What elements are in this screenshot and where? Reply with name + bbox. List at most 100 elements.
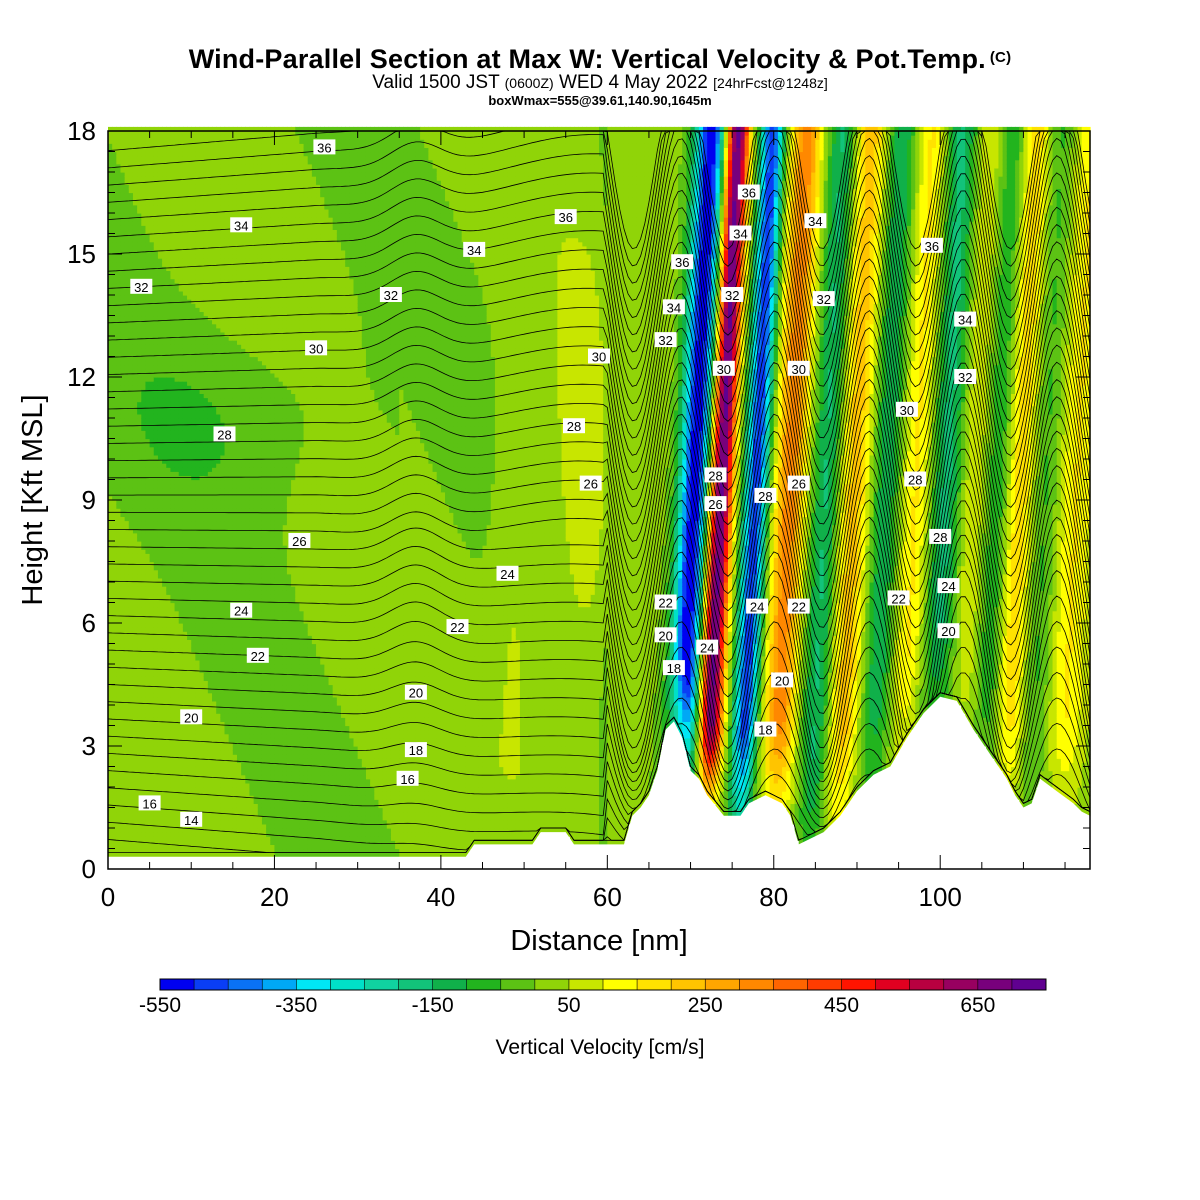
velocity-cell <box>141 188 146 193</box>
velocity-cell <box>120 225 125 230</box>
velocity-cell <box>191 767 196 772</box>
velocity-cell <box>116 193 121 198</box>
velocity-cell <box>204 430 209 435</box>
velocity-cell <box>129 410 134 415</box>
velocity-cell <box>116 545 121 550</box>
velocity-cell <box>141 533 146 538</box>
velocity-cell <box>195 295 200 300</box>
velocity-cell <box>125 808 130 813</box>
velocity-cell <box>158 672 163 677</box>
velocity-cell <box>166 135 171 140</box>
velocity-cell <box>129 357 134 362</box>
velocity-cell <box>137 402 142 407</box>
velocity-cell <box>166 627 171 632</box>
velocity-cell <box>116 430 121 435</box>
velocity-cell <box>187 644 192 649</box>
velocity-cell <box>154 209 159 214</box>
velocity-cell <box>200 205 205 210</box>
velocity-cell <box>141 812 146 817</box>
velocity-cell <box>125 484 130 489</box>
velocity-cell <box>166 422 171 427</box>
velocity-cell <box>137 500 142 505</box>
velocity-cell <box>187 742 192 747</box>
velocity-cell <box>158 361 163 366</box>
velocity-cell <box>154 726 159 731</box>
velocity-cell <box>170 697 175 702</box>
velocity-cell <box>200 676 205 681</box>
velocity-cell <box>187 783 192 788</box>
velocity-cell <box>166 533 171 538</box>
velocity-cell <box>125 184 130 189</box>
velocity-cell <box>195 750 200 755</box>
velocity-cell <box>116 324 121 329</box>
velocity-cell <box>200 471 205 476</box>
velocity-cell <box>179 578 184 583</box>
velocity-cell <box>120 713 125 718</box>
velocity-cell <box>179 758 184 763</box>
velocity-cell <box>141 135 146 140</box>
velocity-cell <box>129 361 134 366</box>
velocity-cell <box>179 443 184 448</box>
velocity-cell <box>145 451 150 456</box>
velocity-cell <box>204 701 209 706</box>
velocity-cell <box>183 209 188 214</box>
velocity-cell <box>145 664 150 669</box>
velocity-cell <box>195 680 200 685</box>
velocity-cell <box>133 767 138 772</box>
velocity-cell <box>179 213 184 218</box>
velocity-cell <box>154 705 159 710</box>
velocity-cell <box>187 283 192 288</box>
velocity-cell <box>162 619 167 624</box>
velocity-cell <box>158 664 163 669</box>
velocity-cell <box>175 410 180 415</box>
velocity-cell <box>112 689 117 694</box>
velocity-cell <box>133 746 138 751</box>
velocity-cell <box>162 586 167 591</box>
velocity-cell <box>166 496 171 501</box>
velocity-cell <box>129 414 134 419</box>
velocity-cell <box>125 574 130 579</box>
velocity-cell <box>200 258 205 263</box>
velocity-cell <box>187 771 192 776</box>
velocity-cell <box>116 398 121 403</box>
velocity-cell <box>195 771 200 776</box>
velocity-cell <box>175 299 180 304</box>
velocity-cell <box>150 484 155 489</box>
velocity-cell <box>200 389 205 394</box>
velocity-cell <box>200 455 205 460</box>
velocity-cell <box>195 627 200 632</box>
velocity-cell <box>116 307 121 312</box>
velocity-cell <box>158 746 163 751</box>
velocity-cell <box>187 139 192 144</box>
velocity-cell <box>137 160 142 165</box>
velocity-cell <box>137 488 142 493</box>
velocity-cell <box>183 332 188 337</box>
velocity-cell <box>145 139 150 144</box>
velocity-cell <box>137 836 142 841</box>
velocity-cell <box>150 566 155 571</box>
velocity-cell <box>204 398 209 403</box>
velocity-cell <box>120 808 125 813</box>
velocity-cell <box>141 455 146 460</box>
velocity-cell <box>158 143 163 148</box>
velocity-cell <box>125 221 130 226</box>
velocity-cell <box>154 258 159 263</box>
velocity-cell <box>150 713 155 718</box>
velocity-cell <box>200 307 205 312</box>
velocity-cell <box>183 385 188 390</box>
velocity-cell <box>137 504 142 509</box>
velocity-cell <box>129 180 134 185</box>
velocity-cell <box>195 492 200 497</box>
velocity-cell <box>187 607 192 612</box>
velocity-cell <box>150 619 155 624</box>
velocity-cell <box>200 762 205 767</box>
velocity-cell <box>191 533 196 538</box>
velocity-cell <box>183 283 188 288</box>
velocity-cell <box>170 746 175 751</box>
velocity-cell <box>175 590 180 595</box>
velocity-cell <box>162 693 167 698</box>
velocity-cell <box>129 590 134 595</box>
velocity-cell <box>133 721 138 726</box>
velocity-cell <box>137 746 142 751</box>
velocity-cell <box>179 574 184 579</box>
